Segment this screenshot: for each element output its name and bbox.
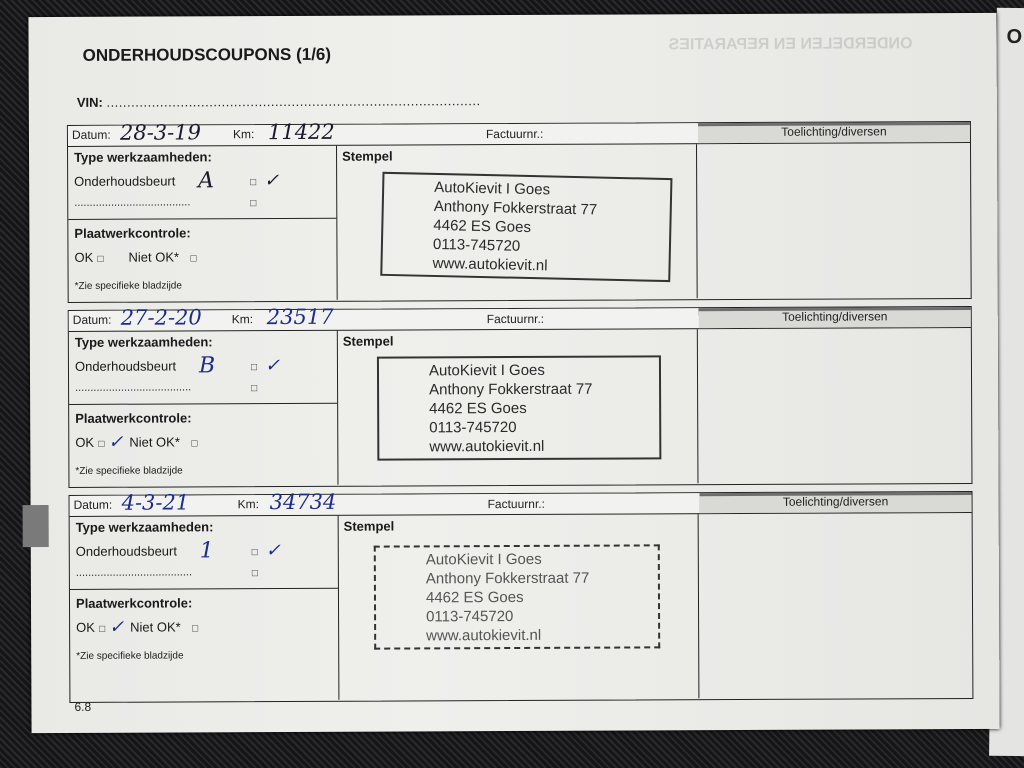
km-label: Km: [231, 312, 254, 327]
service-checkmark: ✓ [264, 170, 280, 192]
stamp-line: www.autokievit.nl [432, 254, 548, 275]
niet-ok-checkbox[interactable]: □ [190, 253, 197, 265]
checkbox[interactable]: □ [250, 362, 258, 374]
other-work-dotted-line: ...................................... [74, 196, 191, 209]
niet-ok-label: Niet OK* [130, 619, 181, 635]
ok-label: OK [75, 434, 95, 450]
datum-label: Datum: [73, 497, 113, 512]
stamp-line: 0113-745720 [429, 418, 517, 437]
km-label: Km: [237, 497, 259, 512]
coupon-body: Type werkzaamheden: Onderhoudsbeurt 1 □ … [69, 513, 973, 701]
maintenance-coupon: Datum: 28-3-19 Km: 11422 Factuurnr.: Toe… [66, 119, 972, 303]
niet-ok-checkbox[interactable]: □ [191, 438, 198, 450]
checkbox[interactable]: □ [251, 568, 258, 580]
work-type-column: Type werkzaamheden: Onderhoudsbeurt 1 □ … [69, 515, 340, 701]
ok-checkbox[interactable]: □ [98, 438, 105, 450]
checkbox[interactable]: □ [250, 177, 257, 189]
coupon-body: Type werkzaamheden: Onderhoudsbeurt A □ … [68, 143, 971, 301]
maintenance-coupon: Datum: 4-3-21 Km: 34734 Factuurnr.: Toel… [68, 489, 974, 703]
onderhoudsbeurt-label: Onderhoudsbeurt [75, 543, 177, 559]
vin-label: VIN: [76, 94, 103, 110]
work-type-column: Type werkzaamheden: Onderhoudsbeurt B □ … [68, 330, 339, 486]
dealer-stamp: AutoKievit I Goes Anthony Fokkerstraat 77… [376, 355, 662, 461]
ok-checkmark: ✓ [108, 431, 124, 453]
service-type-value: A [198, 168, 215, 194]
stempel-label: Stempel [343, 518, 395, 534]
stamp-line: 0113-745720 [426, 608, 514, 626]
km-label: Km: [232, 127, 255, 142]
factuurnr-label: Factuurnr.: [487, 496, 545, 512]
stamp-line: Anthony Fokkerstraat 77 [429, 380, 593, 399]
plaatwerk-label: Plaatwerkcontrole: [75, 595, 193, 611]
plaatwerk-label: Plaatwerkcontrole: [74, 225, 191, 241]
divider [69, 402, 338, 405]
work-type-column: Type werkzaamheden: Onderhoudsbeurt A □ … [68, 145, 338, 301]
vin-field: VIN: ...................................… [77, 93, 481, 110]
footnote: *Zie specifieke bladzijde [74, 280, 182, 292]
other-work-dotted-line: ...................................... [75, 381, 192, 394]
ok-checkbox[interactable]: □ [99, 623, 106, 635]
stamp-line: AutoKievit I Goes [428, 361, 545, 380]
toelichting-label: Toelichting/diversen [698, 309, 971, 329]
onderhoudsbeurt-label: Onderhoudsbeurt [74, 358, 177, 374]
stamp-column: Stempel AutoKievit I Goes Anthony Fokkers… [337, 514, 700, 700]
page-title: ONDERHOUDSCOUPONS (1/6) [82, 44, 332, 65]
type-label: Type werkzaamheden: [74, 334, 213, 350]
datum-label: Datum: [71, 127, 111, 142]
checkbox[interactable]: □ [250, 198, 257, 210]
ok-checkmark: ✓ [109, 616, 125, 638]
km-value: 23517 [266, 304, 334, 330]
datum-value: 27-2-20 [120, 305, 202, 330]
page-tab-marker [22, 505, 49, 548]
divider [68, 217, 337, 220]
divider [69, 587, 338, 590]
footnote: *Zie specifieke bladzijde [75, 465, 183, 477]
toelichting-label: Toelichting/diversen [697, 124, 970, 144]
datum-label: Datum: [72, 312, 112, 327]
coupon-body: Type werkzaamheden: Onderhoudsbeurt B □ … [68, 328, 972, 486]
km-value: 11422 [267, 119, 335, 145]
onderhoudsbeurt-label: Onderhoudsbeurt [74, 173, 176, 189]
datum-value: 28-3-19 [119, 120, 201, 145]
checkbox[interactable]: □ [251, 547, 258, 559]
type-label: Type werkzaamheden: [75, 519, 214, 535]
dealer-stamp: AutoKievit I Goes Anthony Fokkerstraat 77… [373, 544, 661, 650]
stamp-line: www.autokievit.nl [429, 437, 545, 456]
other-work-dotted-line: ...................................... [75, 566, 193, 579]
stamp-line: www.autokievit.nl [426, 626, 542, 645]
stamp-line: AutoKievit I Goes [425, 550, 542, 569]
stamp-column: Stempel AutoKievit I Goes Anthony Fokkers… [336, 144, 698, 300]
vin-value: ........................................… [106, 93, 481, 110]
factuurnr-label: Factuurnr.: [485, 126, 544, 142]
ok-label: OK [74, 249, 94, 265]
toelichting-label: Toelichting/diversen [699, 494, 972, 514]
plaatwerk-label: Plaatwerkcontrole: [75, 410, 192, 426]
ok-checkbox[interactable]: □ [97, 253, 104, 265]
niet-ok-label: Niet OK* [129, 434, 180, 450]
right-page-title: O [1006, 25, 1023, 49]
stamp-line: Anthony Fokkerstraat 77 [425, 569, 590, 588]
footnote: *Zie specifieke bladzijde [76, 650, 184, 662]
booklet-page: ONDERDELEN EN REPARATIES ONDERHOUDSCOUPO… [22, 12, 1000, 734]
type-label: Type werkzaamheden: [74, 149, 212, 165]
stamp-line: 4462 ES Goes [429, 399, 527, 418]
factuurnr-label: Factuurnr.: [486, 311, 545, 327]
km-value: 34734 [269, 489, 337, 515]
service-type-value: 1 [199, 538, 214, 564]
stamp-line: 4462 ES Goes [425, 588, 524, 607]
stempel-label: Stempel [342, 333, 394, 349]
service-checkmark: ✓ [264, 355, 281, 377]
facing-page-bleedthrough-title: ONDERDELEN EN REPARATIES [668, 35, 913, 54]
niet-ok-label: Niet OK* [128, 249, 180, 265]
datum-value: 4-3-21 [121, 490, 190, 515]
ok-label: OK [76, 619, 95, 635]
stempel-label: Stempel [342, 148, 393, 164]
service-type-value: B [198, 353, 216, 379]
stamp-column: Stempel AutoKievit I Goes Anthony Fokkers… [336, 329, 699, 485]
niet-ok-checkbox[interactable]: □ [192, 623, 199, 635]
dealer-stamp: AutoKievit I Goes Anthony Fokkerstraat 77… [380, 171, 673, 283]
checkbox[interactable]: □ [251, 383, 258, 395]
service-checkmark: ✓ [265, 540, 281, 562]
maintenance-coupon: Datum: 27-2-20 Km: 23517 Factuurnr.: Toe… [67, 304, 973, 488]
